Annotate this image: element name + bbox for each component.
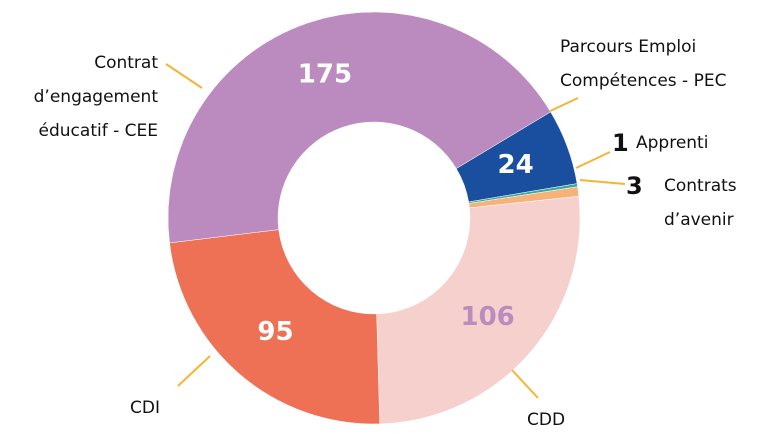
value-label: 1 [612, 129, 629, 157]
donut-segment [376, 196, 581, 425]
segment-label: CDI [130, 398, 160, 418]
value-label: 106 [461, 302, 515, 332]
segment-label: Apprenti [636, 133, 709, 153]
donut-segment [167, 11, 551, 244]
leader-line [575, 151, 611, 169]
leader-line [579, 179, 626, 185]
donut-segment [169, 229, 380, 425]
leader-line [511, 369, 539, 399]
value-label: 95 [257, 317, 293, 347]
segment-label: CDD [527, 410, 566, 430]
segment-label: Contrats d’avenir [664, 176, 737, 230]
value-label: 175 [298, 60, 352, 90]
leader-line [177, 355, 211, 387]
value-label: 3 [626, 172, 643, 200]
segment-label: Parcours Emploi Compétences - PEC [560, 37, 727, 91]
leader-line [547, 97, 579, 113]
value-label: 24 [498, 150, 534, 180]
segment-label: Contrat d’engagement éducatif - CEE [33, 53, 158, 141]
leader-line [165, 63, 203, 89]
